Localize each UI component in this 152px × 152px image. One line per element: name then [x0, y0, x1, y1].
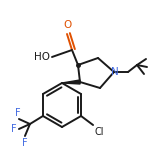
Text: O: O — [63, 20, 71, 30]
Text: Cl: Cl — [94, 127, 104, 137]
Polygon shape — [62, 80, 80, 84]
Text: F: F — [22, 138, 28, 148]
Text: F: F — [11, 124, 17, 134]
Text: F: F — [15, 108, 21, 118]
Text: HO: HO — [34, 52, 50, 62]
Text: N: N — [111, 67, 119, 77]
